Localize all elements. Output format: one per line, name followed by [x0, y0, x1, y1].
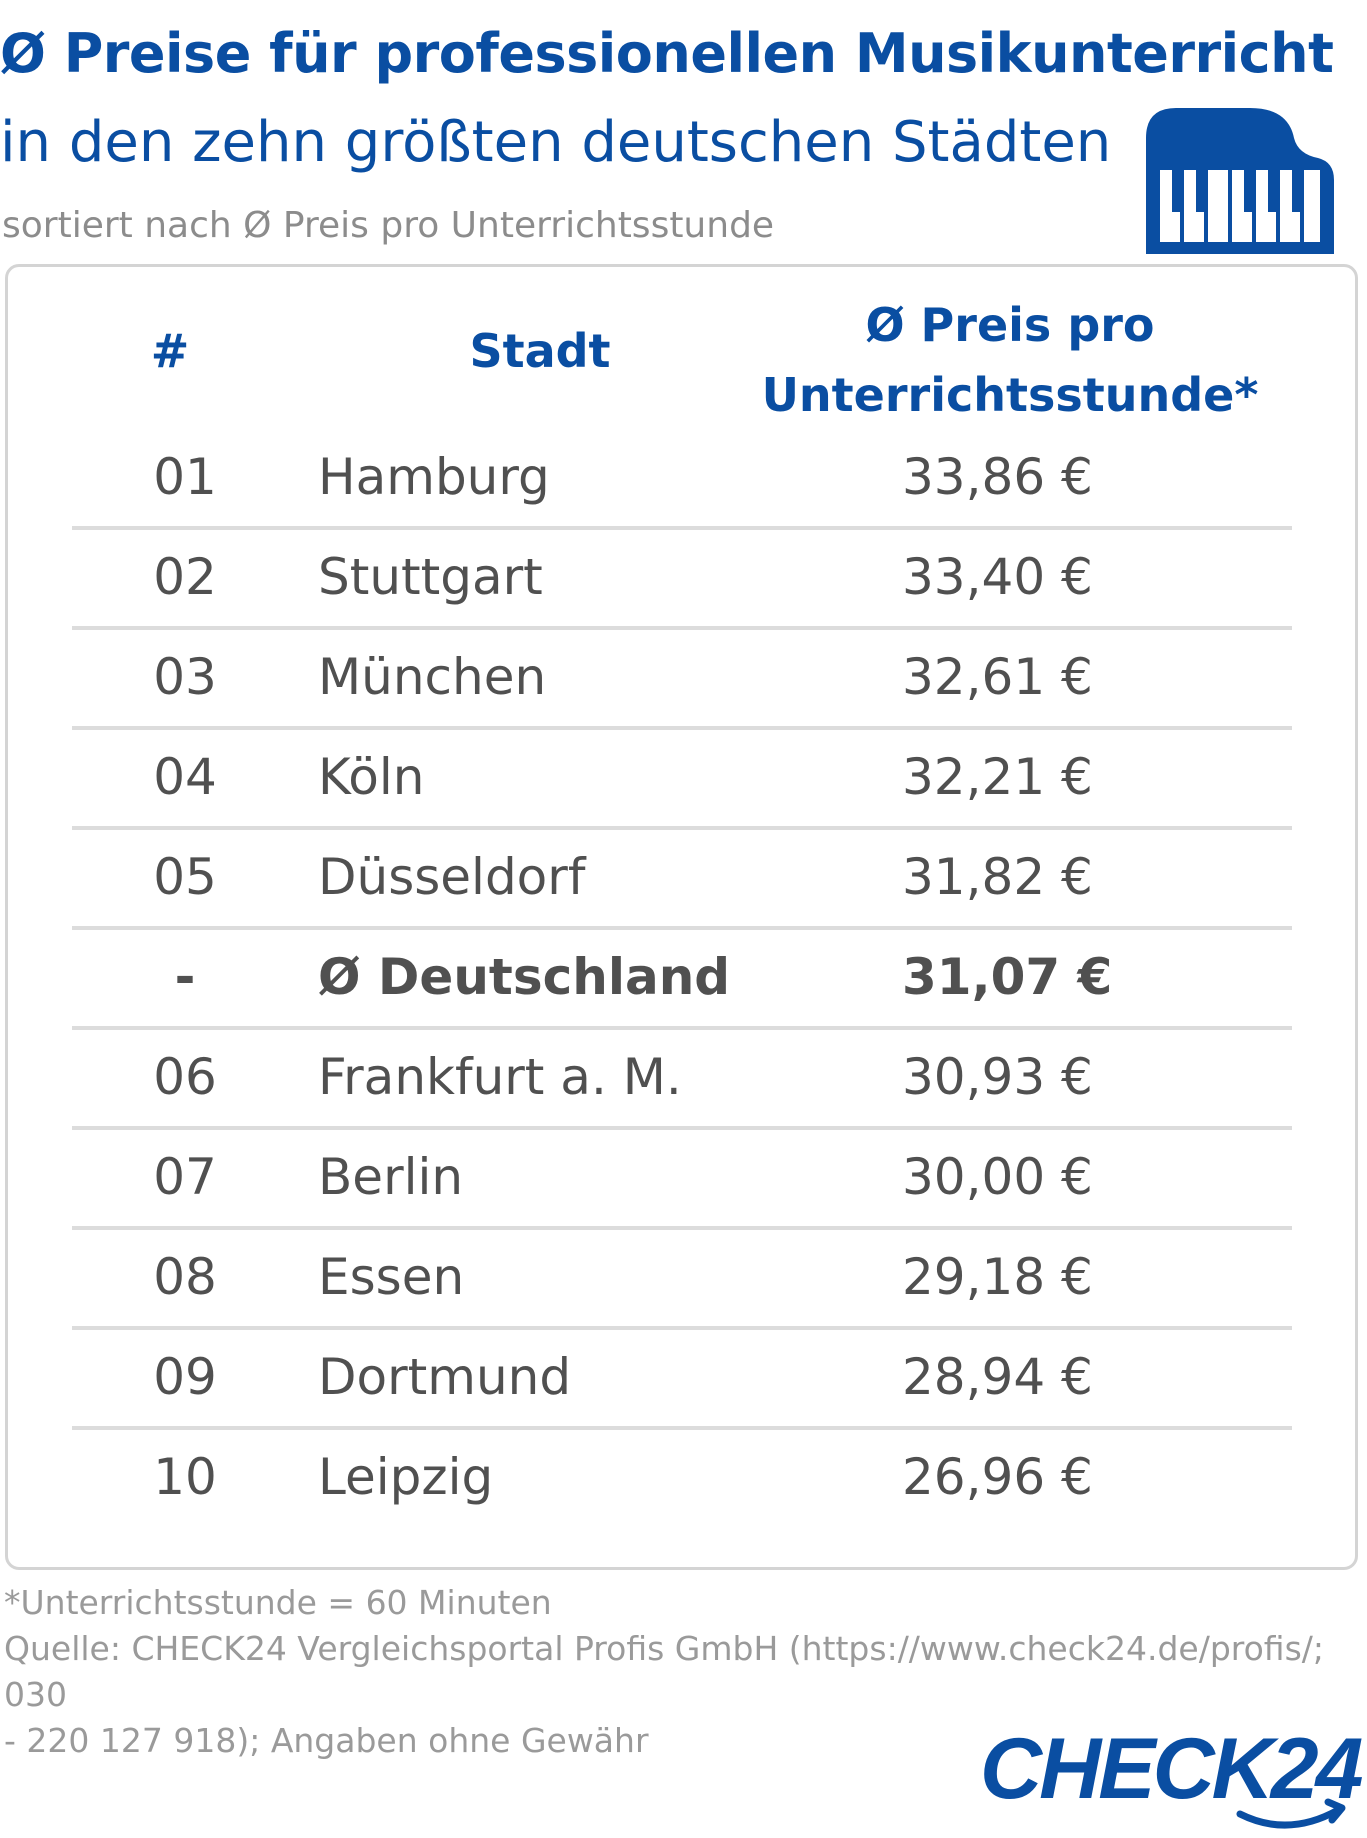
column-header-price-line2: Unterrichtsstunde* — [761, 368, 1259, 422]
price-cell: 32,61 € — [902, 648, 1093, 706]
city-cell: Frankfurt a. M. — [318, 1048, 682, 1106]
rank-cell: 07 — [153, 1148, 217, 1206]
rank-cell: 09 — [153, 1348, 217, 1406]
price-cell: 31,82 € — [902, 848, 1093, 906]
sort-note: sortiert nach Ø Preis pro Unterrichtsstu… — [2, 205, 775, 246]
price-table-frame — [5, 264, 1358, 1570]
rank-cell: 03 — [153, 648, 217, 706]
city-cell: Köln — [318, 748, 425, 806]
column-header-city: Stadt — [469, 324, 611, 378]
price-cell: 30,00 € — [902, 1148, 1093, 1206]
price-cell: 28,94 € — [902, 1348, 1093, 1406]
city-cell: Dortmund — [318, 1348, 572, 1406]
logo-text: CHECK24 — [980, 1721, 1363, 1817]
price-cell: 33,40 € — [902, 548, 1093, 606]
table-row: 03 München 32,61 € — [72, 630, 1292, 730]
table-row: 06 Frankfurt a. M. 30,93 € — [72, 1030, 1292, 1130]
footnote-text: *Unterrichtsstunde = 60 Minuten — [4, 1583, 552, 1622]
rank-cell: 05 — [153, 848, 217, 906]
city-cell: Stuttgart — [318, 548, 543, 606]
column-header-price-line1: Ø Preis pro — [865, 298, 1155, 352]
rank-cell: 04 — [153, 748, 217, 806]
price-cell: 31,07 € — [902, 948, 1113, 1006]
price-cell: 32,21 € — [902, 748, 1093, 806]
table-row: 10 Leipzig 26,96 € — [72, 1430, 1292, 1530]
table-row: 05 Düsseldorf 31,82 € — [72, 830, 1292, 930]
table-row: 08 Essen 29,18 € — [72, 1230, 1292, 1330]
piano-icon — [1146, 108, 1334, 254]
price-cell: 33,86 € — [902, 448, 1093, 506]
city-cell: Hamburg — [318, 448, 550, 506]
column-header-rank: # — [150, 324, 190, 378]
page-title: Ø Preise für professionellen Musikunterr… — [0, 22, 1334, 85]
price-cell: 26,96 € — [902, 1448, 1093, 1506]
check24-logo: CHECK24 — [980, 1721, 1363, 1829]
table-row: 01 Hamburg 33,86 € — [72, 430, 1292, 530]
rank-cell: - — [174, 948, 196, 1006]
price-cell: 29,18 € — [902, 1248, 1093, 1306]
footnote-block: *Unterrichtsstunde = 60 Minuten Quelle: … — [4, 1580, 1364, 1764]
rank-cell: 10 — [153, 1448, 217, 1506]
city-cell: Essen — [318, 1248, 465, 1306]
column-header-price: Ø Preis pro Unterrichtsstunde* — [740, 290, 1280, 430]
source-line-2: - 220 127 918); Angaben ohne Gewähr — [4, 1721, 649, 1760]
rank-cell: 02 — [153, 548, 217, 606]
rank-cell: 01 — [153, 448, 217, 506]
city-cell: Ø Deutschland — [318, 948, 731, 1006]
rank-cell: 08 — [153, 1248, 217, 1306]
rank-cell: 06 — [153, 1048, 217, 1106]
city-cell: Berlin — [318, 1148, 464, 1206]
table-row: 09 Dortmund 28,94 € — [72, 1330, 1292, 1430]
price-cell: 30,93 € — [902, 1048, 1093, 1106]
city-cell: Düsseldorf — [318, 848, 586, 906]
table-row-average: - Ø Deutschland 31,07 € — [72, 930, 1292, 1030]
city-cell: München — [318, 648, 547, 706]
page-subtitle: in den zehn größten deutschen Städten — [0, 110, 1112, 175]
table-row: 04 Köln 32,21 € — [72, 730, 1292, 830]
source-line-1: Quelle: CHECK24 Vergleichsportal Profis … — [4, 1629, 1325, 1714]
city-cell: Leipzig — [318, 1448, 494, 1506]
table-row: 02 Stuttgart 33,40 € — [72, 530, 1292, 630]
table-row: 07 Berlin 30,00 € — [72, 1130, 1292, 1230]
